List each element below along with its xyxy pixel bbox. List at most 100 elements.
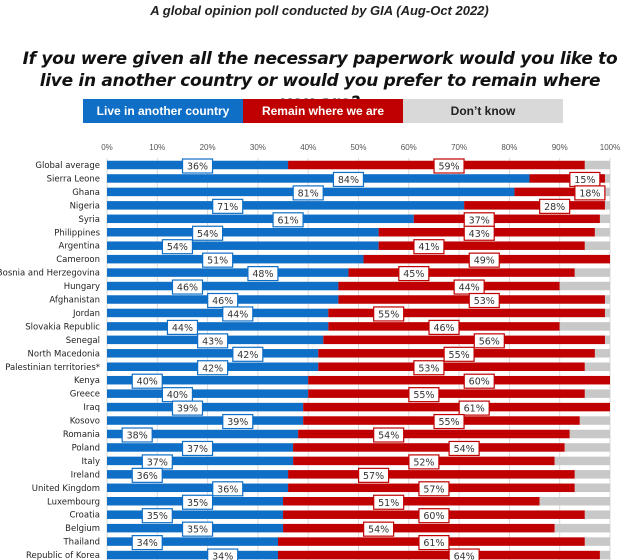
data-label-box-remain [398,266,430,282]
bar-dontknow [584,537,610,546]
data-label-box-live [181,158,214,174]
bar-live [107,254,364,264]
bar-dontknow [539,497,610,506]
data-label-box-live [332,171,365,188]
data-label-live: 34% [212,552,233,560]
category-label: Kenya [74,376,100,386]
data-label-box-live [141,508,173,524]
bar-remain [288,470,575,479]
data-label-remain: 51% [378,498,399,509]
data-label-box-remain [408,387,440,403]
data-label-remain: 15% [574,175,595,186]
bar-live [107,483,289,493]
data-label-live: 38% [127,431,148,442]
data-label-remain: 60% [469,377,490,388]
x-tick-label: 100% [600,143,620,152]
data-label-box-remain [448,548,480,560]
data-label-live: 54% [197,229,218,240]
data-label-remain: 52% [413,457,434,468]
bar-remain [303,402,610,412]
bar-remain [338,281,560,291]
data-label-remain: 57% [363,471,384,482]
data-label-box-live [131,373,163,389]
data-label-remain: 53% [474,296,495,307]
bar-live [107,510,284,519]
bar-dontknow [579,416,610,425]
data-label-live: 35% [147,511,168,522]
legend-item-live: Live in another country [83,99,243,123]
data-label-live: 37% [187,444,208,455]
data-label-box-remain [428,319,460,335]
data-label-live: 42% [237,350,258,361]
data-label-remain: 54% [378,431,399,442]
data-label-box-live [197,333,229,349]
category-label: Greece [70,390,100,400]
data-label-live: 37% [147,457,168,468]
data-label-box-remain [413,239,445,255]
data-label-remain: 64% [454,552,475,560]
data-label-remain: 57% [423,484,444,495]
data-label-live: 42% [202,363,223,374]
bar-remain [278,550,600,560]
data-label-box-remain [463,373,495,389]
bar-remain [378,241,585,250]
data-label-remain: 28% [544,202,565,213]
bar-dontknow [584,389,610,398]
bar-live [107,201,465,210]
data-label-box-live [171,279,204,295]
data-label-live: 71% [217,202,238,213]
data-label-box-live [212,198,244,214]
data-label-remain: 37% [469,215,490,226]
bar-dontknow [604,295,610,304]
bar-live [107,537,279,546]
data-label-box-remain [408,454,440,470]
data-label-live: 54% [167,242,188,253]
data-label-box-remain [418,508,450,524]
x-tick-label: 80% [501,143,517,152]
category-label: Poland [72,443,100,453]
data-label-box-live [181,521,214,537]
bar-remain [308,389,585,398]
bar-dontknow [604,187,610,197]
data-label-box-live [121,427,153,443]
data-label-box-live [197,360,229,376]
category-label: Croatia [69,511,100,521]
data-label-box-remain [433,158,465,174]
category-label: Cameroon [56,255,100,265]
data-label-live: 40% [167,390,188,401]
category-label: Kosovo [70,417,100,427]
data-label-live: 61% [278,215,299,226]
category-label: Palestinian territories* [5,363,100,373]
bar-live [107,416,304,425]
category-label: Philippines [54,228,100,238]
bar-dontknow [604,335,610,345]
bar-dontknow [584,362,610,371]
category-label: North Macedonia [28,349,100,359]
bar-remain [298,429,570,439]
bar-dontknow [604,174,610,183]
data-label-box-remain [468,292,500,309]
data-label-box-remain [373,306,405,322]
bar-live [107,429,299,439]
data-label-remain: 61% [423,538,444,549]
bar-dontknow [599,550,610,560]
data-label-box-live [131,467,163,483]
bar-dontknow [574,483,610,493]
data-label-box-remain [468,252,500,268]
data-label-box-live [161,239,194,255]
data-label-box-remain [448,440,480,457]
data-label-remain: 49% [474,256,495,267]
x-tick-label: 70% [451,143,467,152]
bar-dontknow [574,268,610,277]
data-label-live: 36% [187,162,208,173]
data-label-remain: 60% [423,511,444,522]
bar-remain [514,187,605,197]
bar-remain [293,443,565,452]
data-label-live: 48% [252,269,273,280]
category-label: Syria [79,215,101,225]
bar-live [107,402,304,412]
data-label-live: 39% [227,417,248,428]
data-label-box-live [232,346,264,362]
bar-dontknow [604,308,610,318]
